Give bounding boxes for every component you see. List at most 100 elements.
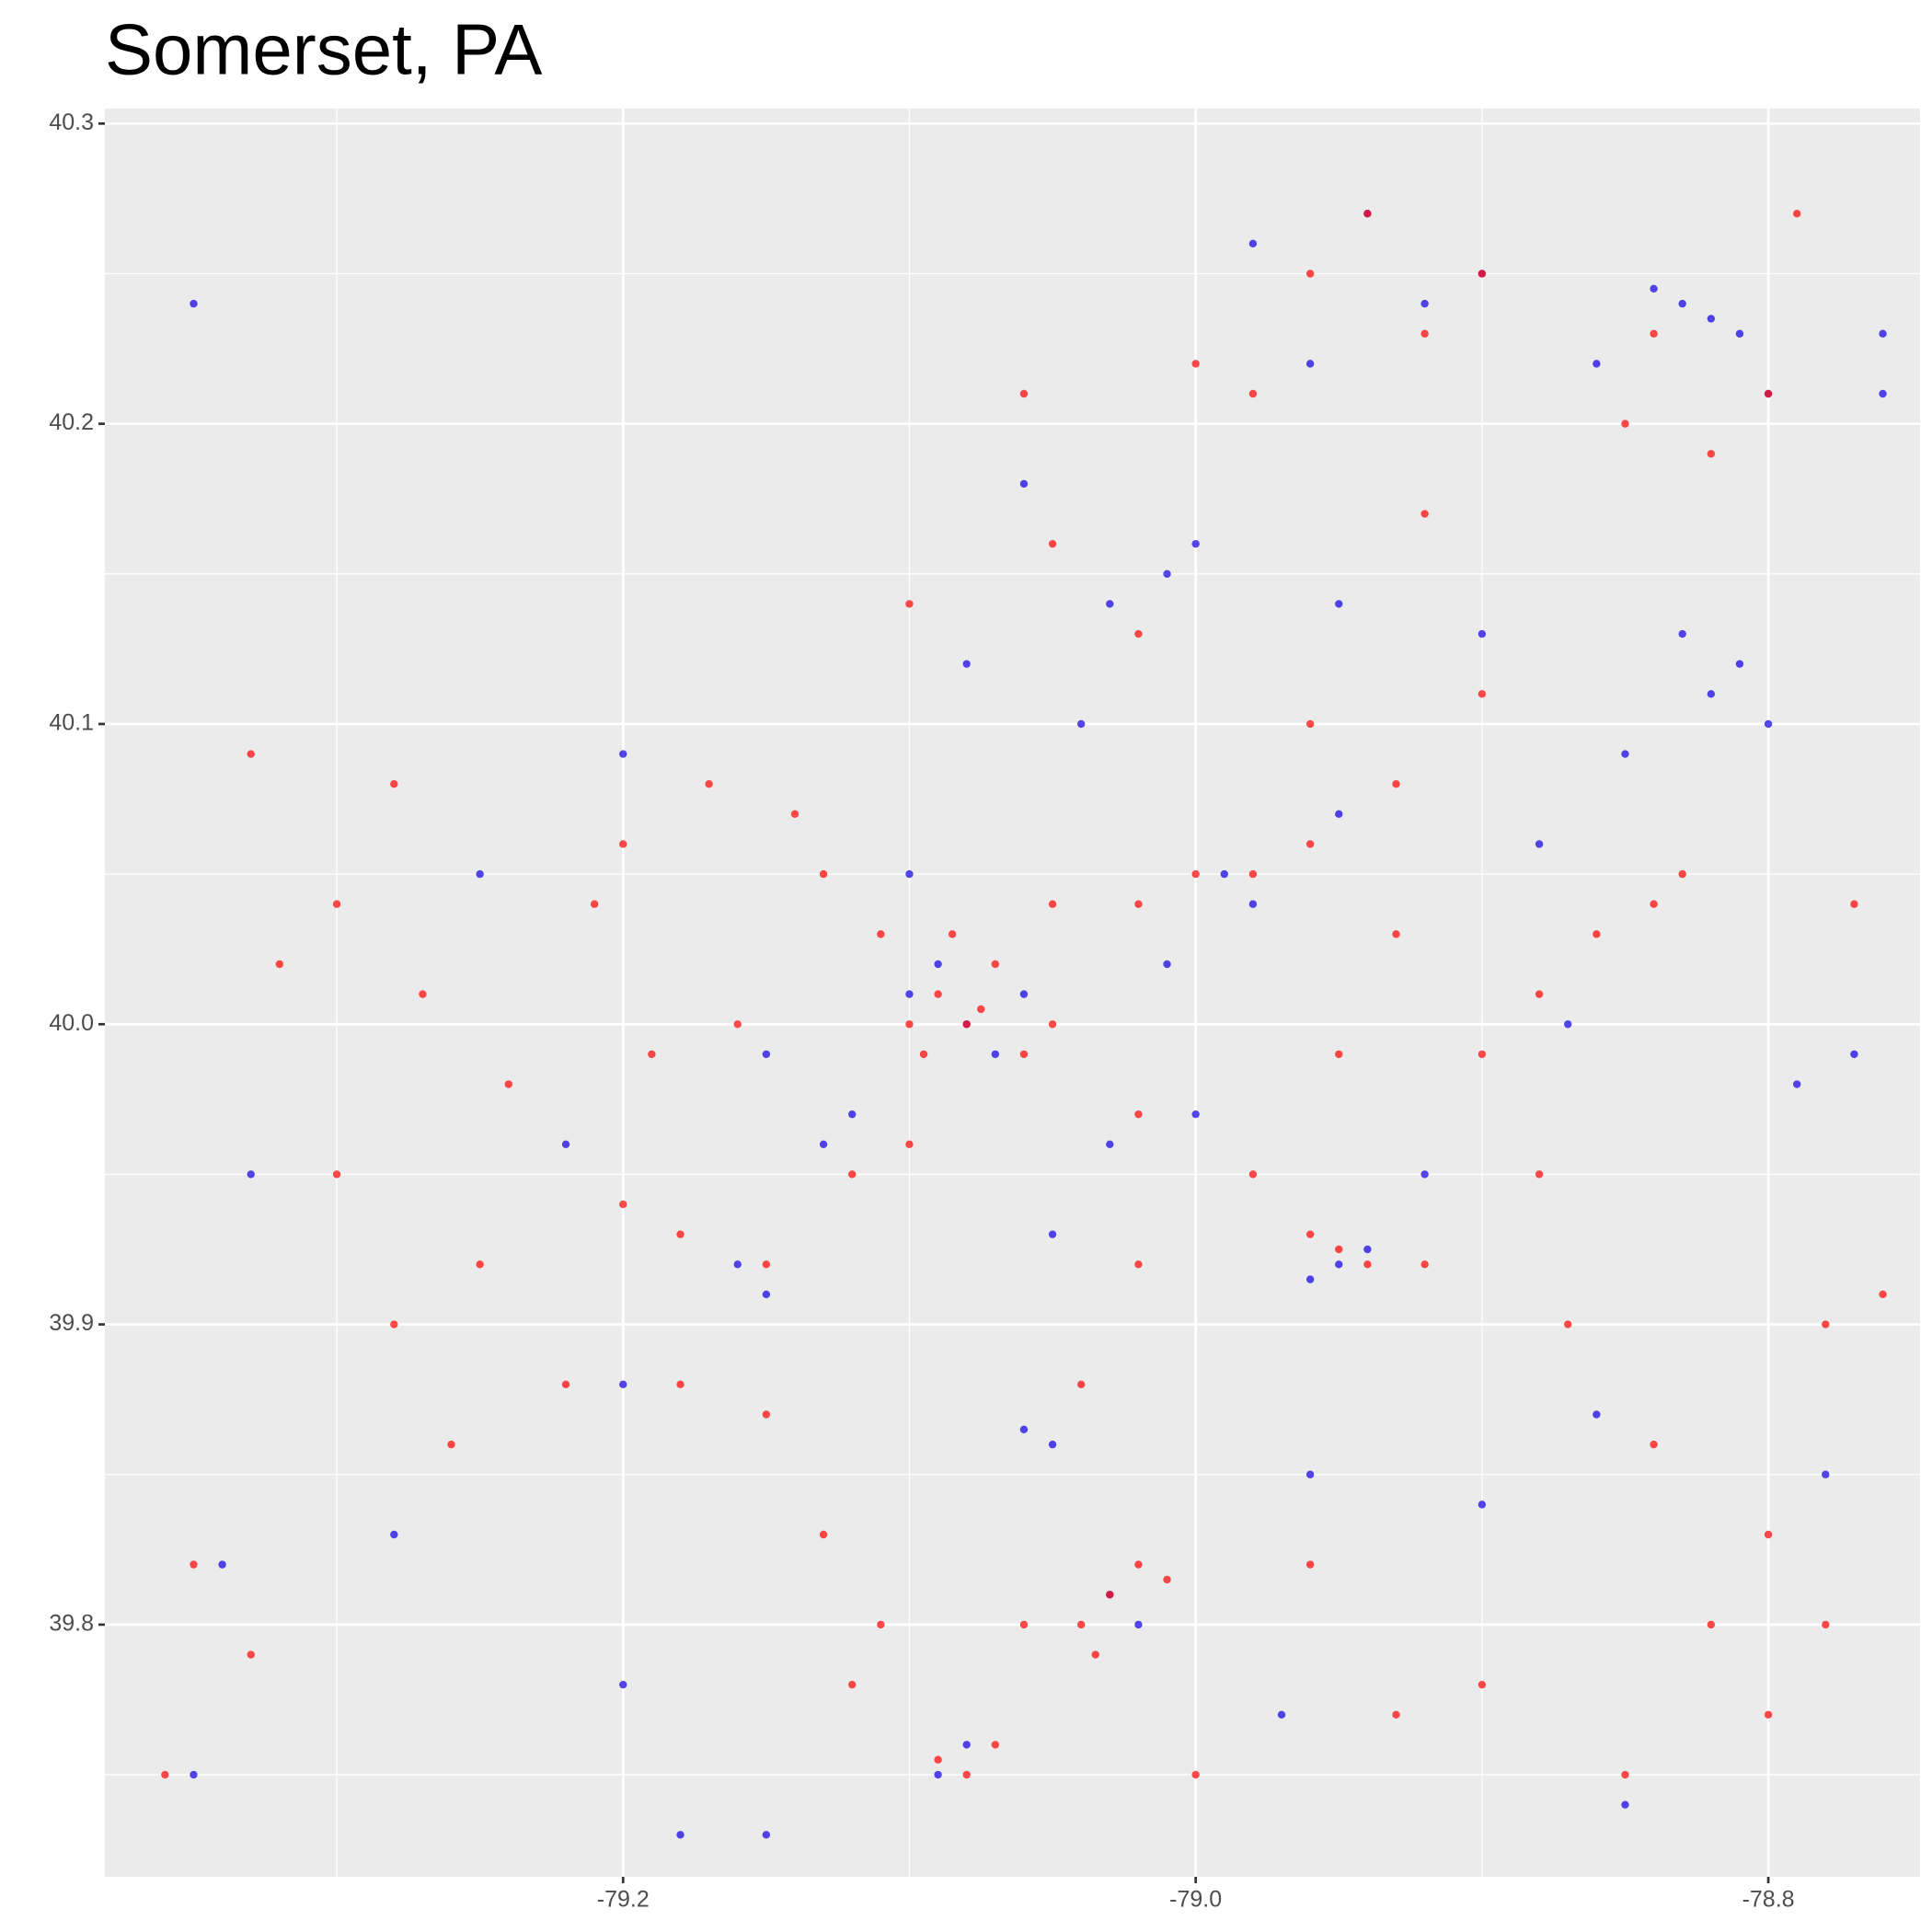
scatter-point <box>1879 1290 1887 1299</box>
scatter-point <box>1248 1170 1258 1179</box>
scatter-point <box>561 1140 570 1148</box>
scatter-point <box>1305 1470 1315 1478</box>
scatter-point <box>1478 1680 1487 1689</box>
scatter-point <box>905 600 914 608</box>
scatter-point <box>161 1770 169 1779</box>
scatter-point <box>1535 840 1544 848</box>
scatter-point <box>1564 1020 1572 1029</box>
scatter-point <box>1420 510 1429 518</box>
scatter-point <box>1335 1245 1343 1254</box>
scatter-point <box>619 840 627 848</box>
y-tick-label: 39.8 <box>49 1611 94 1637</box>
scatter-point <box>1019 1425 1029 1433</box>
scatter-point <box>1478 629 1487 638</box>
scatter-point <box>819 869 828 879</box>
scatter-point <box>1305 270 1315 278</box>
scatter-point <box>1478 690 1487 698</box>
scatter-point <box>1363 1260 1372 1269</box>
scatter-point <box>561 1380 570 1389</box>
scatter-point <box>1019 1050 1029 1059</box>
x-tick-label: -79.2 <box>597 1887 650 1913</box>
scatter-point <box>332 1170 341 1179</box>
scatter-point <box>848 1680 857 1689</box>
scatter-point <box>1764 389 1773 398</box>
scatter-point <box>1822 1470 1830 1478</box>
scatter-point <box>1792 210 1801 218</box>
scatter-point <box>1048 1440 1057 1449</box>
scatter-point <box>905 869 914 879</box>
scatter-point <box>1191 360 1200 368</box>
scatter-point <box>977 1005 985 1014</box>
scatter-point <box>247 1170 255 1179</box>
scatter-point <box>934 990 942 998</box>
scatter-point <box>619 1380 627 1389</box>
scatter-point <box>447 1440 455 1449</box>
scatter-point <box>1305 1230 1315 1238</box>
scatter-point <box>1707 315 1716 323</box>
scatter-point <box>1134 1260 1143 1269</box>
scatter-point <box>390 1530 398 1539</box>
scatter-point <box>1420 329 1429 338</box>
scatter-point <box>1535 990 1544 998</box>
scatter-point <box>1163 960 1171 969</box>
scatter-point <box>819 1530 828 1539</box>
scatter-point <box>962 1770 971 1779</box>
scatter-point <box>1019 479 1029 489</box>
scatter-point <box>934 1755 942 1764</box>
scatter-point <box>1191 539 1200 548</box>
scatter-point <box>962 1741 971 1749</box>
scatter-point <box>905 990 914 998</box>
scatter-point <box>1392 1710 1400 1719</box>
scatter-point <box>390 1320 398 1328</box>
scatter-point <box>1850 900 1858 908</box>
scatter-point <box>1191 869 1200 879</box>
scatter-point <box>905 1140 914 1148</box>
scatter-point <box>1106 1591 1114 1599</box>
scatter-point <box>1305 1560 1315 1569</box>
scatter-point <box>1420 1170 1429 1179</box>
scatter-point <box>1593 360 1601 368</box>
scatter-point <box>1048 539 1057 548</box>
scatter-point <box>733 1260 742 1269</box>
scatter-point <box>1478 270 1487 278</box>
scatter-point <box>1305 840 1315 848</box>
scatter-point <box>962 1020 971 1029</box>
scatter-point <box>1106 600 1114 608</box>
x-tick-label: -79.0 <box>1169 1887 1222 1913</box>
scatter-point <box>1764 719 1773 729</box>
scatter-point <box>705 780 713 788</box>
scatter-point <box>1191 1770 1200 1779</box>
scatter-point <box>1048 1020 1057 1029</box>
scatter-point <box>1850 1050 1858 1059</box>
scatter-point <box>1305 360 1315 368</box>
scatter-point <box>934 960 942 969</box>
scatter-point <box>1707 450 1716 458</box>
scatter-point <box>991 1741 1000 1749</box>
y-tick-label: 40.2 <box>49 409 94 435</box>
scatter-point <box>1076 1620 1086 1629</box>
scatter-point <box>1134 900 1143 908</box>
scatter-point <box>1019 990 1029 998</box>
scatter-point <box>332 900 341 908</box>
scatter-point <box>504 1080 512 1088</box>
scatter-point <box>1048 1230 1057 1238</box>
scatter-point <box>1678 869 1686 879</box>
scatter-point <box>1335 810 1343 819</box>
scatter-point <box>476 869 484 879</box>
scatter-point <box>1019 389 1029 398</box>
scatter-point <box>1478 1501 1487 1509</box>
x-tick-label: -78.8 <box>1742 1887 1795 1913</box>
scatter-point <box>1134 1560 1143 1569</box>
scatter-point <box>1593 930 1601 938</box>
scatter-point <box>1822 1320 1830 1328</box>
scatter-point <box>1392 930 1400 938</box>
scatter-point <box>1707 690 1716 698</box>
scatter-point <box>648 1050 656 1059</box>
scatter-point <box>1248 389 1258 398</box>
scatter-point <box>676 1831 684 1839</box>
scatter-point <box>1277 1710 1286 1719</box>
scatter-point <box>848 1170 857 1179</box>
scatter-point <box>247 750 255 758</box>
scatter-point <box>1707 1620 1716 1629</box>
scatter-point <box>1363 210 1372 218</box>
